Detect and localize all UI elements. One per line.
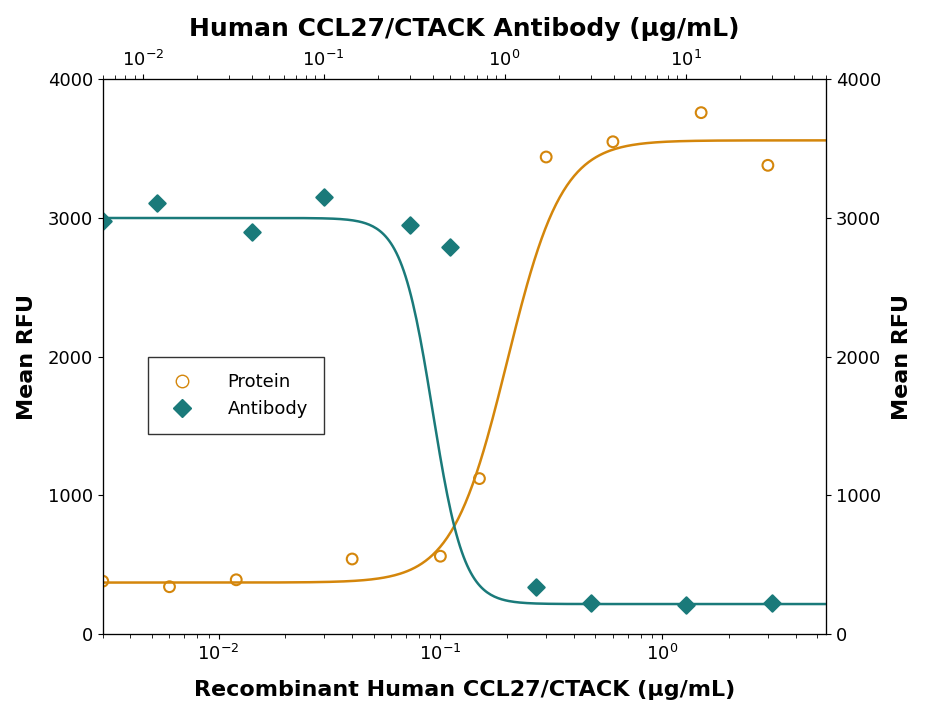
X-axis label: Human CCL27/CTACK Antibody (μg/mL): Human CCL27/CTACK Antibody (μg/mL) xyxy=(189,16,739,41)
Y-axis label: Mean RFU: Mean RFU xyxy=(17,293,36,419)
Point xyxy=(443,242,458,253)
Point xyxy=(228,574,243,586)
Point xyxy=(244,226,259,237)
Point xyxy=(402,219,417,231)
Point xyxy=(538,151,553,163)
Point xyxy=(344,554,359,565)
Y-axis label: Mean RFU: Mean RFU xyxy=(892,293,911,419)
Point xyxy=(316,191,330,203)
Point xyxy=(764,597,779,609)
Point xyxy=(96,215,110,227)
Point xyxy=(677,599,692,610)
Point xyxy=(471,473,486,484)
Point xyxy=(432,551,447,562)
Point xyxy=(693,107,708,118)
Point xyxy=(605,136,620,148)
X-axis label: Recombinant Human CCL27/CTACK (μg/mL): Recombinant Human CCL27/CTACK (μg/mL) xyxy=(194,680,734,701)
Point xyxy=(96,576,110,587)
Point xyxy=(528,581,543,592)
Point xyxy=(583,597,598,609)
Point xyxy=(161,581,176,592)
Legend: Protein, Antibody: Protein, Antibody xyxy=(148,356,324,435)
Point xyxy=(149,197,164,209)
Point xyxy=(760,160,775,171)
